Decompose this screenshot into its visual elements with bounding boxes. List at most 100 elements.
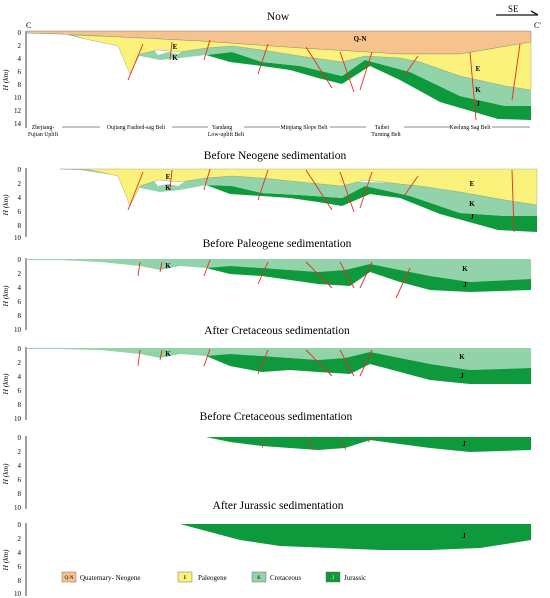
panel-title-after-cretaceous: After Cretaceous sedimentation xyxy=(204,325,350,337)
label-j-now: J xyxy=(476,100,480,108)
legend-item-cretaceous: K Cretaceous xyxy=(251,571,301,583)
legend-code: K xyxy=(257,576,261,581)
panel-title-before-neogene: Before Neogene sedimentation xyxy=(204,150,347,162)
tick-6: 6 xyxy=(18,68,22,76)
panel-before-cretaceous: Before Cretaceous sedimentation 0 2 4 6 8 1… xyxy=(1,411,531,512)
label-e-now-2: E xyxy=(476,65,481,73)
stratum-jurassic xyxy=(206,185,537,232)
panel-now: Now C C' SE 0 2 4 6 8 10 12 14 H (km) xyxy=(1,4,541,138)
label-k-now-1: K xyxy=(172,54,178,62)
legend-item-quaternary-neogene: Q-N Quaternary- Neogene xyxy=(61,571,140,583)
belt-taibei-2: Turning Belt xyxy=(371,132,401,138)
stratum-paleogene xyxy=(69,34,532,91)
label-j: J xyxy=(470,213,474,221)
panel-title-before-paleogene: Before Paleogene sedimentation xyxy=(203,238,352,250)
svg-text:10: 10 xyxy=(14,326,22,334)
legend-swatch xyxy=(177,571,193,583)
label-k: K xyxy=(165,350,171,358)
svg-text:2: 2 xyxy=(18,359,22,367)
svg-text:8: 8 xyxy=(18,577,22,585)
tick-10: 10 xyxy=(14,94,22,102)
legend-label: Cretaceous xyxy=(270,574,301,582)
belt-yandang-2: Low-uplift Belt xyxy=(208,131,245,138)
label-k: K xyxy=(459,353,465,361)
belt-zhejiang-2: Fujian Uplift xyxy=(28,131,59,138)
label-j: J xyxy=(460,372,464,380)
svg-text:H (km): H (km) xyxy=(1,373,10,396)
panel-after-jurassic: After Jurassic sedimentation 0 2 4 6 8 10 H… xyxy=(1,500,531,598)
svg-text:10: 10 xyxy=(14,234,22,242)
svg-text:6: 6 xyxy=(18,387,22,395)
legend-swatch xyxy=(251,571,267,583)
y-axis-after-cretaceous: 0 2 4 6 8 10 H (km) xyxy=(1,345,27,423)
stratum-paleogene xyxy=(59,168,538,207)
panel-after-cretaceous: After Cretaceous sedimentation 0 2 4 6 8 10… xyxy=(1,325,531,423)
faults-before-neogene xyxy=(127,168,515,233)
label-k-now-2: K xyxy=(475,86,481,94)
svg-text:10: 10 xyxy=(14,590,22,598)
stratum-jurassic xyxy=(206,52,531,120)
legend-swatch xyxy=(61,571,77,583)
label-e-now-1: E xyxy=(173,43,178,51)
label-e: E xyxy=(470,180,475,188)
svg-text:0: 0 xyxy=(18,345,22,353)
tick-4: 4 xyxy=(18,55,22,63)
stratum-jurassic xyxy=(206,264,531,292)
label-j: J xyxy=(462,532,466,540)
svg-text:H (km): H (km) xyxy=(1,463,10,486)
tick-14: 14 xyxy=(14,120,22,128)
svg-text:8: 8 xyxy=(18,401,22,409)
stratum-jurassic xyxy=(180,524,531,550)
svg-text:6: 6 xyxy=(18,476,22,484)
belt-keelung: Keelung Sag Belt xyxy=(450,125,491,131)
svg-text:H (km): H (km) xyxy=(1,285,10,308)
section-end-label: C' xyxy=(534,21,541,30)
belt-zhejiang-1: Zhejiang- xyxy=(32,125,55,131)
y-axis-after-jurassic: 0 2 4 6 8 10 H (km) xyxy=(1,521,27,598)
section-start-label: C xyxy=(26,21,31,30)
legend-code: Q-N xyxy=(65,576,74,581)
label-e: E xyxy=(166,173,171,181)
y-axis-now: 0 2 4 6 8 10 12 14 H (km) xyxy=(1,29,27,128)
faults-after-cretaceous xyxy=(137,348,373,377)
svg-text:0: 0 xyxy=(18,434,22,442)
direction-arrow: SE xyxy=(496,4,539,16)
label-k: K xyxy=(462,265,468,273)
tick-12: 12 xyxy=(14,107,22,115)
panel-title-now: Now xyxy=(267,11,290,23)
legend: Q-N Quaternary- Neogene E Paleogene K Cr… xyxy=(61,571,366,583)
svg-text:H (km): H (km) xyxy=(1,194,10,217)
stratum-jurassic xyxy=(206,352,531,384)
legend-label: Paleogene xyxy=(198,574,227,582)
svg-text:4: 4 xyxy=(18,194,22,202)
svg-text:6: 6 xyxy=(18,563,22,571)
svg-text:10: 10 xyxy=(14,504,22,512)
y-axis-title: H (km) xyxy=(1,69,10,92)
svg-text:2: 2 xyxy=(18,270,22,278)
belt-minjiang: Minjiang Slope Belt xyxy=(280,125,327,131)
stratum-cretaceous xyxy=(26,259,531,282)
faults-before-paleogene xyxy=(137,259,411,299)
svg-text:H (km): H (km) xyxy=(1,549,10,572)
legend-item-jurassic: J Jurassic xyxy=(325,571,366,583)
stratum-jurassic xyxy=(206,437,531,452)
svg-text:8: 8 xyxy=(18,312,22,320)
y-axis-before-cretaceous: 0 2 4 6 8 10 H (km) xyxy=(1,434,27,512)
faults-now xyxy=(127,39,521,121)
tick-2: 2 xyxy=(18,42,22,50)
svg-text:4: 4 xyxy=(18,373,22,381)
svg-text:0: 0 xyxy=(18,256,22,264)
svg-text:6: 6 xyxy=(18,208,22,216)
label-k: K xyxy=(469,200,475,208)
tick-0: 0 xyxy=(18,29,22,37)
legend-label: Jurassic xyxy=(344,574,366,582)
legend-code: J xyxy=(332,576,334,581)
svg-text:2: 2 xyxy=(18,448,22,456)
belt-labels: Zhejiang- Fujian Uplift Oujiang Faulted-… xyxy=(28,125,530,138)
svg-text:4: 4 xyxy=(18,462,22,470)
tick-8: 8 xyxy=(18,81,22,89)
label-qn-now: Q-N xyxy=(354,35,367,43)
svg-text:4: 4 xyxy=(18,284,22,292)
belt-oujiang: Oujiang Faulted-sag Belt xyxy=(107,125,166,131)
svg-text:2: 2 xyxy=(18,535,22,543)
